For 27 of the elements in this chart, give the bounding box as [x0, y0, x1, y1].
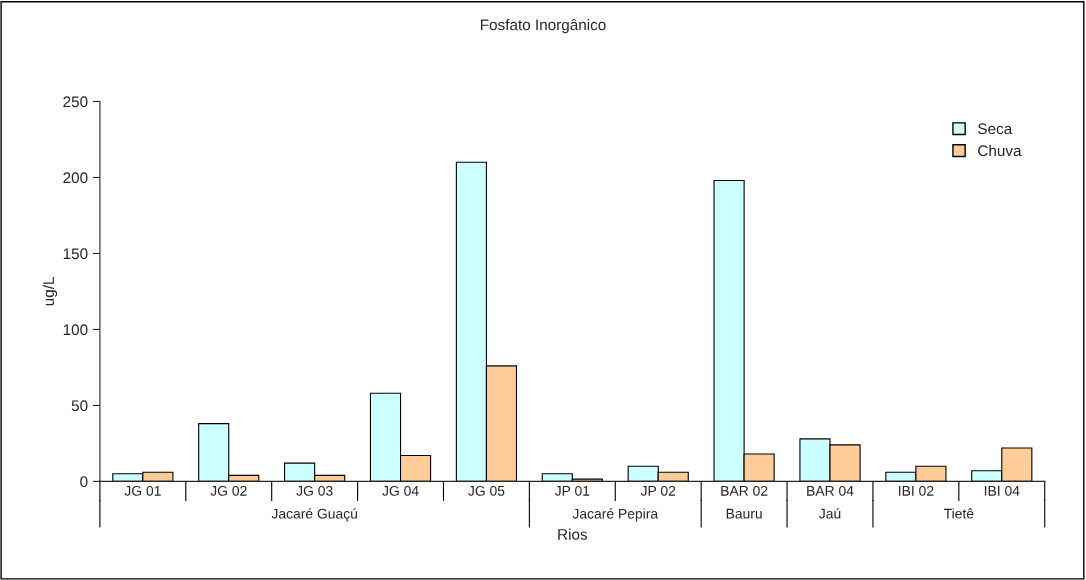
text: Jacaré Pepira	[572, 508, 659, 522]
text: Bauru	[726, 508, 762, 519]
x-tick-label: BAR 02	[721, 485, 768, 496]
chart-title: Fosfato Inorgânico	[480, 18, 606, 34]
x-tick-label: JG 03	[296, 485, 333, 496]
text: Jaú	[819, 508, 841, 519]
x-tick-label: BAR 04	[807, 485, 854, 496]
x-tick-label: JG 04	[382, 485, 419, 496]
x-tick-label: IBI 04	[984, 485, 1020, 496]
x-tick-label: JG 02	[210, 485, 247, 496]
y-tick-label: 250	[63, 96, 88, 108]
y-axis-title: ug/L	[42, 277, 58, 306]
y-tick-label: 100	[63, 324, 88, 336]
y-tick-label: 150	[63, 248, 88, 260]
x-tick-label: JP 02	[640, 485, 676, 496]
y-tick-label: 0	[80, 476, 88, 488]
text: Jacaré Guaçú	[271, 508, 357, 522]
legend-label: Seca	[978, 123, 1013, 135]
x-tick-label: JG 01	[124, 485, 161, 496]
text: Tietê	[943, 508, 974, 519]
y-tick-label: 200	[63, 172, 88, 184]
x-axis-title: Rios	[558, 528, 588, 540]
x-tick-label: JP 01	[554, 485, 590, 496]
y-tick-label: 50	[71, 400, 88, 412]
legend-label: Chuva	[978, 144, 1022, 157]
x-tick-label: JG 05	[468, 485, 505, 496]
x-tick-label: IBI 02	[899, 485, 934, 496]
